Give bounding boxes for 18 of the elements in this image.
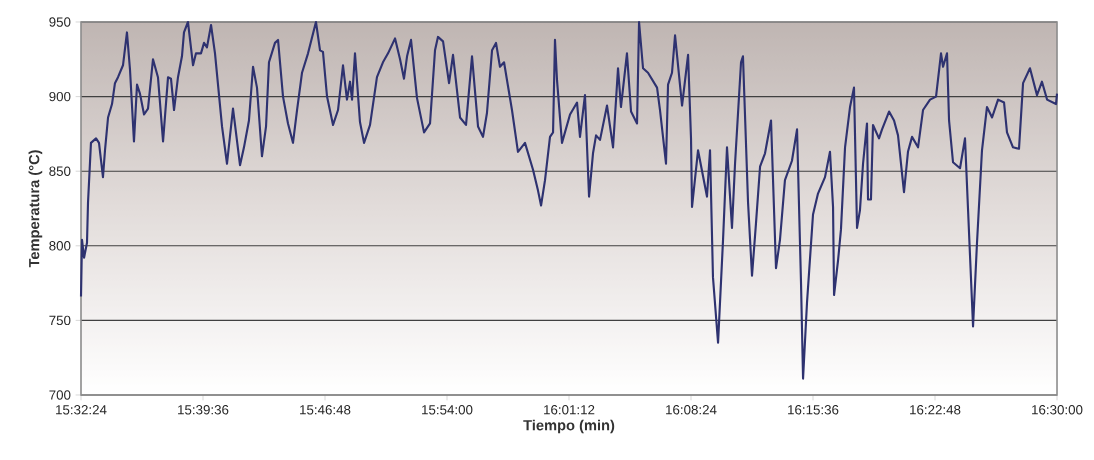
x-tick-label: 15:32:24 (56, 405, 107, 415)
y-tick-label: 700 (49, 390, 71, 400)
x-axis-title: Tiempo (min) (523, 419, 615, 434)
x-tick-label: 15:46:48 (300, 405, 351, 415)
y-tick-label: 950 (49, 17, 71, 27)
y-axis-title: Temperatura (°C) (28, 150, 43, 268)
x-tick-label: 15:39:36 (178, 405, 229, 415)
y-tick-label: 850 (49, 166, 71, 176)
x-tick-label: 16:01:12 (544, 405, 595, 415)
x-tick-label: 16:30:00 (1032, 405, 1083, 415)
x-tick-label: 16:15:36 (788, 405, 839, 415)
y-tick-label: 900 (49, 91, 71, 102)
y-tick-label: 750 (49, 315, 71, 326)
line-series (79, 20, 1059, 380)
x-tick-label: 16:22:48 (910, 405, 961, 415)
y-tick-label: 800 (49, 241, 71, 251)
x-tick-label: 16:08:24 (666, 405, 717, 415)
x-tick-label: 15:54:00 (422, 405, 473, 415)
